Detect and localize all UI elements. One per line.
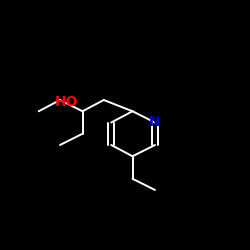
Text: N: N	[149, 116, 161, 130]
Text: HO: HO	[54, 96, 78, 110]
